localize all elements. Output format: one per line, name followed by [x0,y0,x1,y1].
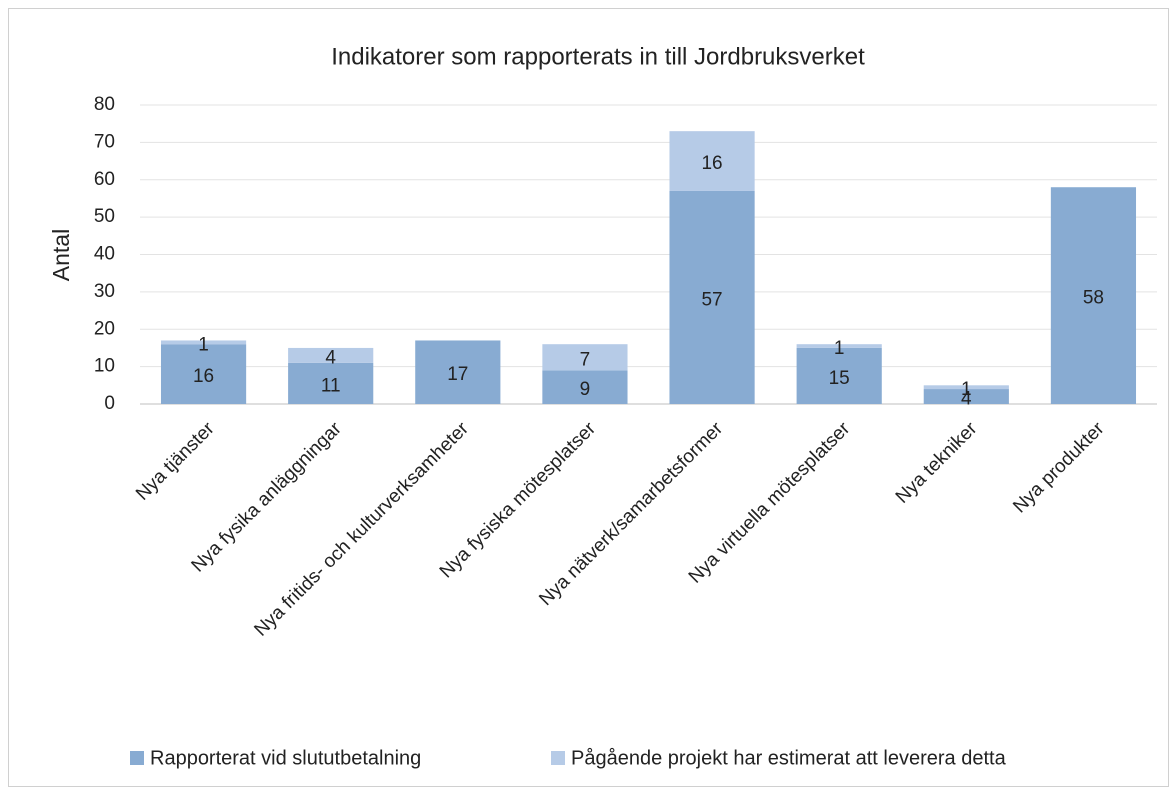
bar-segment [669,190,755,404]
data-label: 9 [580,379,591,400]
bar-segment [923,385,1009,390]
y-axis-label: Antal [48,229,74,281]
y-tick-label: 0 [104,393,115,414]
bar-segment [415,340,501,404]
data-label: 15 [829,368,850,389]
data-label: 58 [1083,288,1104,309]
bar-segment [542,370,628,404]
bar-segment [288,347,374,363]
data-label: 17 [447,364,468,385]
chart-title: Indikatorer som rapporterats in till Jor… [331,43,865,70]
legend-swatch [130,751,144,765]
data-label: 11 [321,375,341,396]
bar-segment [796,347,882,404]
legend-label: Rapporterat vid slututbetalning [150,747,421,769]
bar-segment [796,344,882,348]
bar-segment [288,362,374,404]
y-tick-label: 20 [94,318,115,339]
y-tick-label: 10 [94,356,115,377]
bar-segment [160,340,247,345]
data-label: 57 [701,289,722,310]
data-label: 7 [580,349,591,370]
data-label: 1 [198,334,209,355]
y-tick-label: 60 [94,169,115,190]
bar-segment [160,344,247,404]
data-label: 4 [961,389,972,410]
data-label: 1 [961,379,972,400]
bar-segment [1050,187,1137,404]
bar-segment [669,131,755,191]
legend-swatch [551,751,565,765]
data-label: 16 [701,153,722,174]
y-tick-label: 70 [94,131,115,152]
data-label: 16 [193,366,214,387]
legend-label: Pågående projekt har estimerat att lever… [571,747,1007,769]
data-label: 4 [325,347,336,368]
bar-segment [542,344,628,371]
y-tick-label: 50 [94,206,115,227]
y-tick-label: 40 [94,244,115,265]
bar-segment [923,389,1009,404]
y-tick-label: 30 [94,281,115,302]
data-label: 1 [834,338,845,359]
y-tick-label: 80 [94,94,115,115]
